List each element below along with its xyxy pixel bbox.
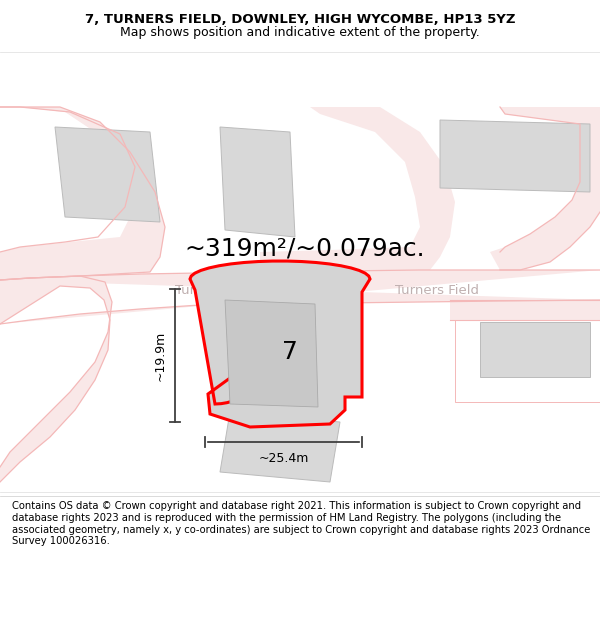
Text: Contains OS data © Crown copyright and database right 2021. This information is : Contains OS data © Crown copyright and d… bbox=[12, 501, 590, 546]
Text: ~319m²/~0.079ac.: ~319m²/~0.079ac. bbox=[185, 237, 425, 261]
Polygon shape bbox=[480, 322, 590, 377]
Polygon shape bbox=[225, 300, 318, 407]
Polygon shape bbox=[450, 300, 600, 320]
Text: ~25.4m: ~25.4m bbox=[259, 452, 308, 465]
Text: ~19.9m: ~19.9m bbox=[154, 331, 167, 381]
Text: 7: 7 bbox=[282, 340, 298, 364]
Polygon shape bbox=[440, 120, 590, 192]
Text: Turners Field: Turners Field bbox=[395, 284, 479, 296]
Text: Turners Field: Turners Field bbox=[175, 284, 259, 296]
Polygon shape bbox=[0, 276, 112, 492]
Polygon shape bbox=[220, 127, 295, 237]
Text: Map shows position and indicative extent of the property.: Map shows position and indicative extent… bbox=[120, 26, 480, 39]
Polygon shape bbox=[190, 261, 370, 427]
Polygon shape bbox=[55, 127, 160, 222]
Text: 7, TURNERS FIELD, DOWNLEY, HIGH WYCOMBE, HP13 5YZ: 7, TURNERS FIELD, DOWNLEY, HIGH WYCOMBE,… bbox=[85, 13, 515, 26]
Polygon shape bbox=[260, 107, 455, 272]
Polygon shape bbox=[490, 107, 600, 270]
Polygon shape bbox=[0, 270, 600, 324]
Polygon shape bbox=[0, 107, 165, 280]
Polygon shape bbox=[220, 412, 340, 482]
